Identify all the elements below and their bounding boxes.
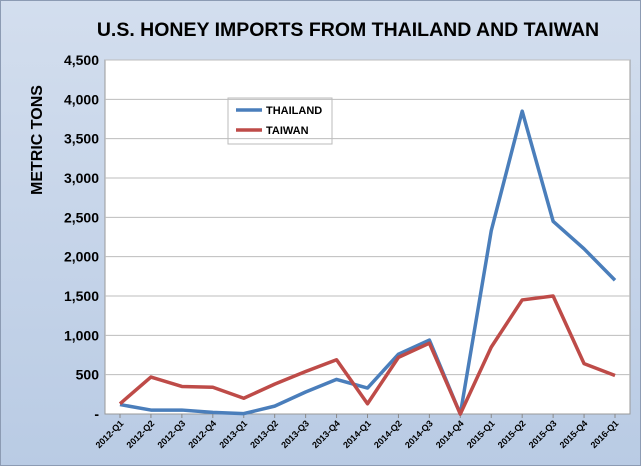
y-tick-label: 3,500	[64, 131, 99, 147]
y-tick-label: -	[94, 406, 99, 422]
y-tick-label: 500	[76, 367, 100, 383]
legend-label: TAIWAN	[266, 125, 309, 137]
y-tick-label: 4,500	[64, 52, 99, 68]
y-tick-label: 1,000	[64, 327, 99, 343]
y-tick-label: 4,000	[64, 91, 99, 107]
y-tick-label: 2,500	[64, 209, 99, 225]
line	[119, 109, 617, 416]
chart-title: U.S. HONEY IMPORTS FROM THAILAND AND TAI…	[97, 19, 599, 41]
legend-label: THAILAND	[266, 105, 322, 117]
y-tick-label: 3,000	[64, 170, 99, 186]
y-axis-label: METRIC TONS	[29, 85, 46, 195]
legend	[227, 97, 333, 145]
y-tick-label: 1,500	[64, 288, 99, 304]
plot-area	[104, 59, 631, 415]
line	[118, 294, 616, 416]
y-tick-label: 2,000	[64, 249, 99, 265]
